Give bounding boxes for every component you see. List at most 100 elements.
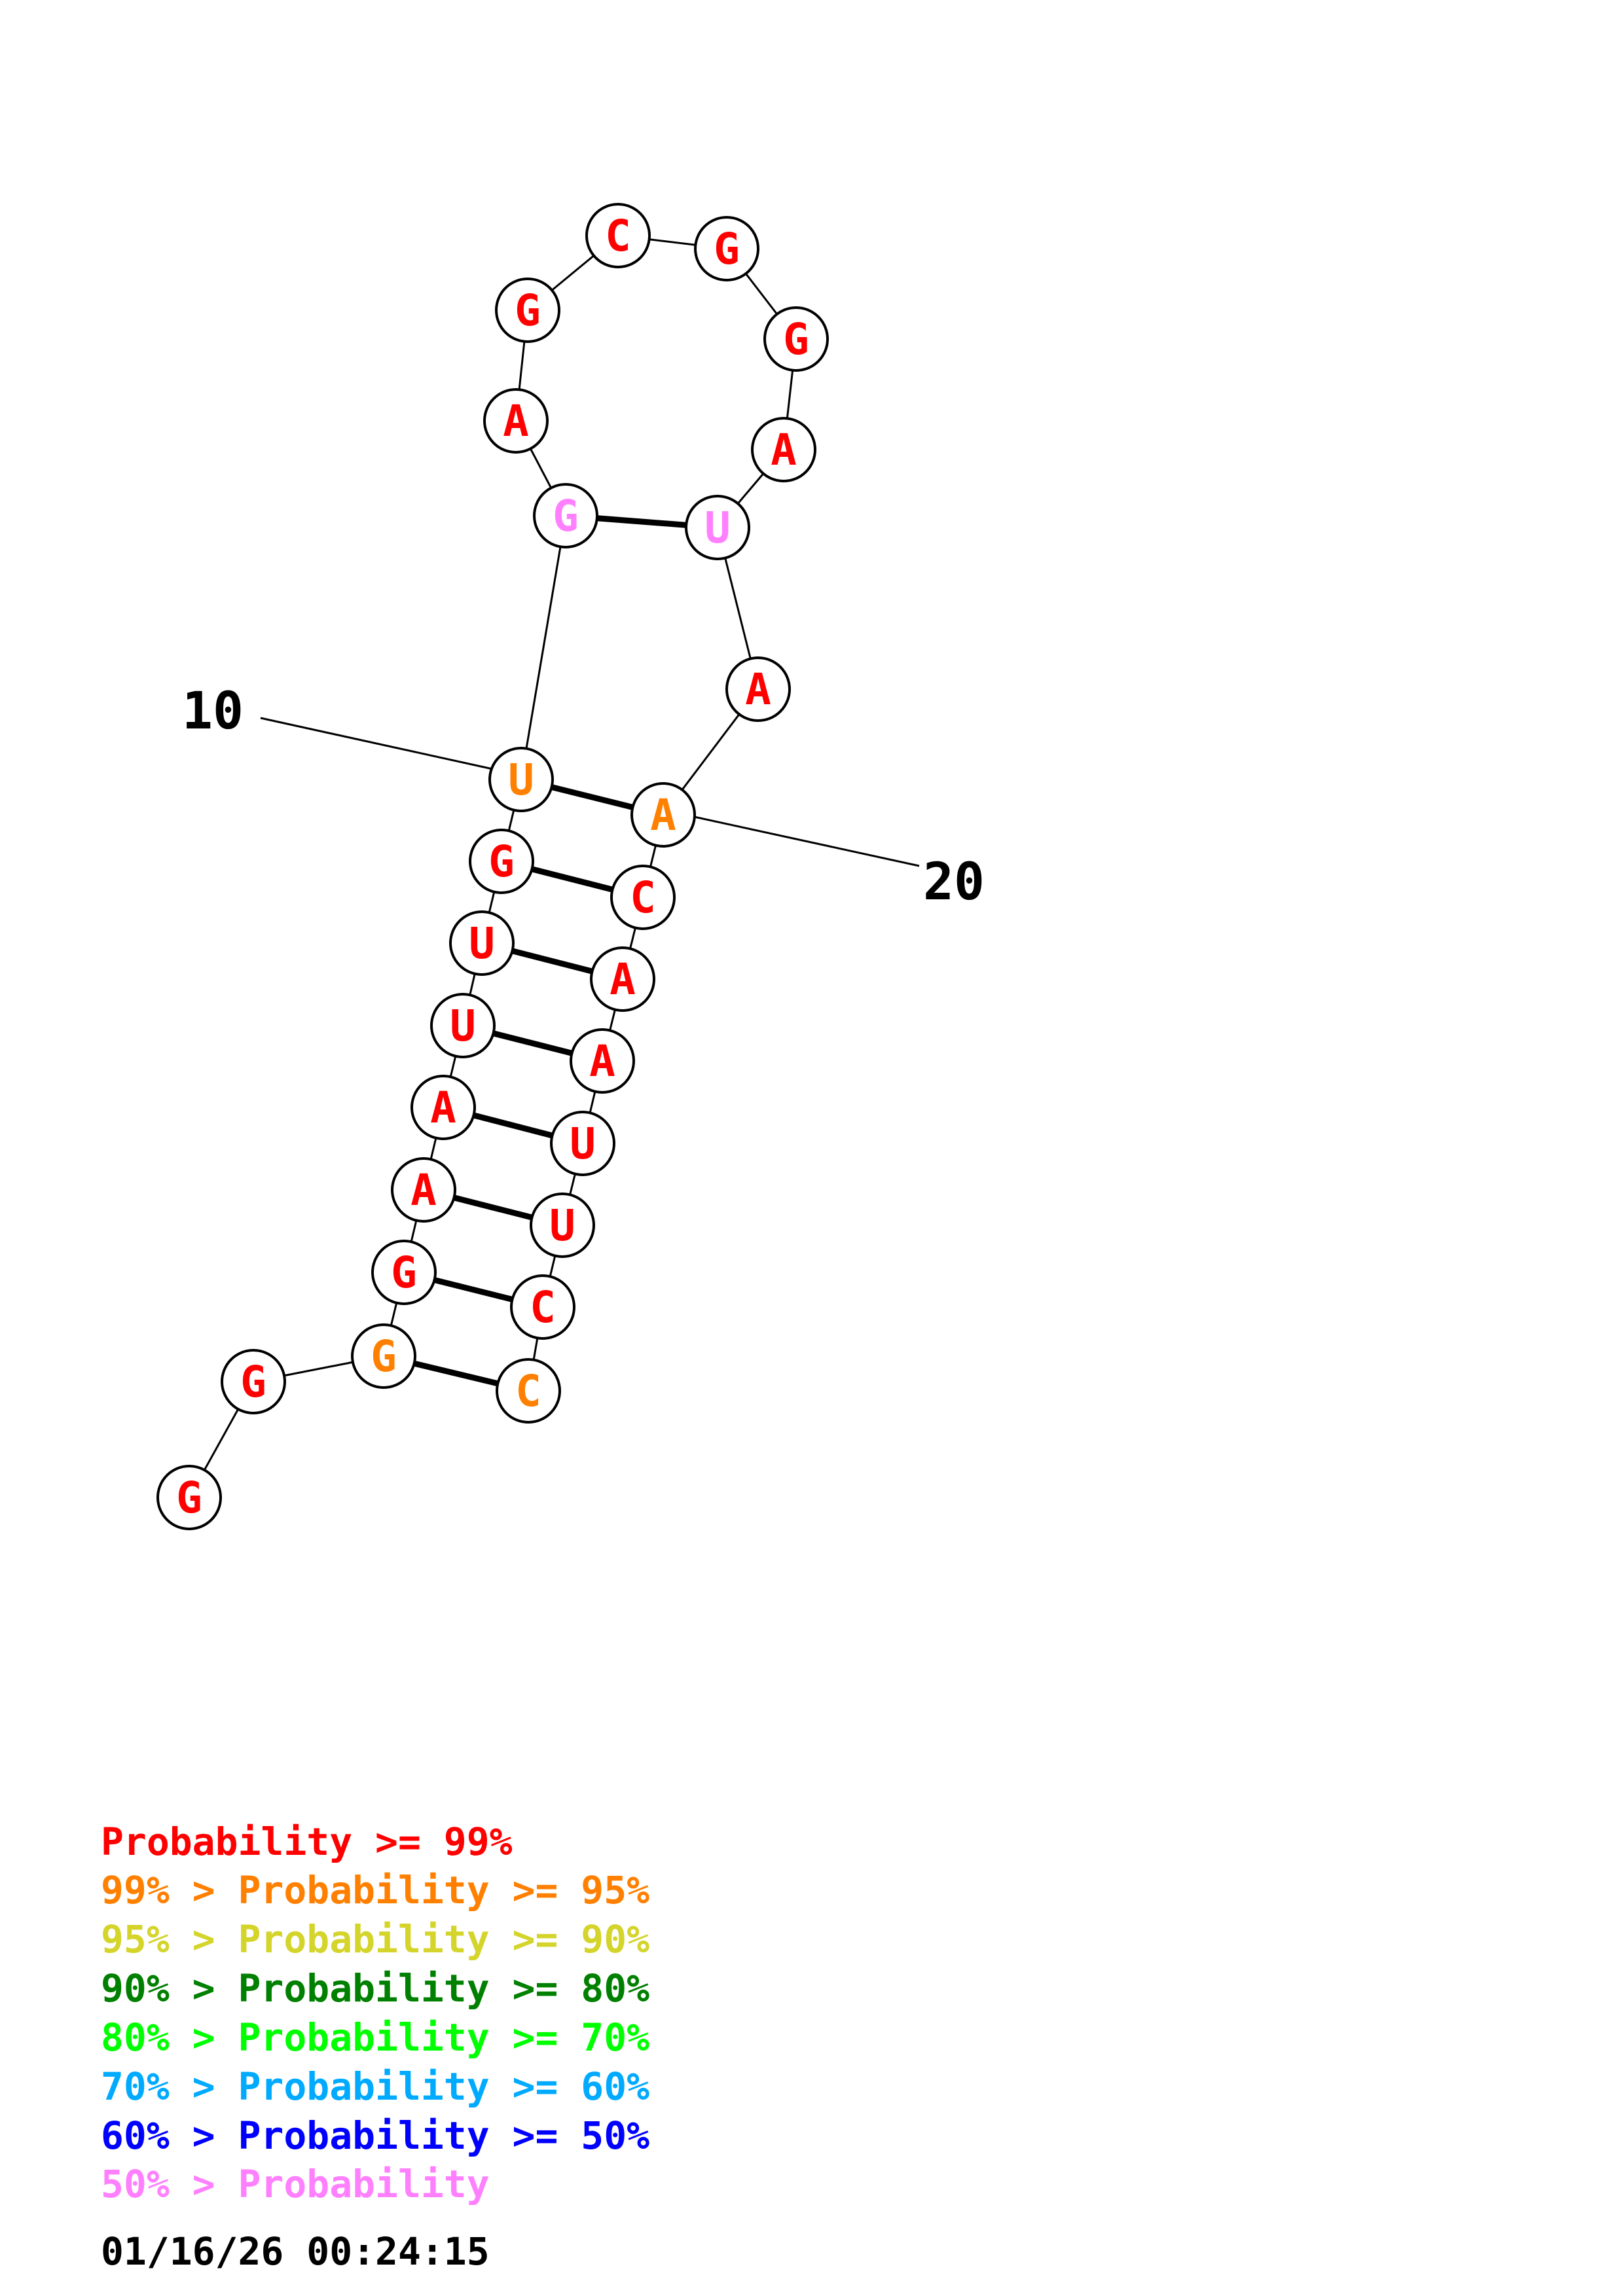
nucleotide-letter: A (589, 1036, 615, 1086)
legend-line-1: Probability >= 99% (101, 1820, 513, 1864)
nucleotide-letter: G (714, 224, 740, 274)
nucleotide-letter: A (430, 1083, 456, 1133)
position-label-10: 10 (182, 682, 244, 741)
legend-prefix: 99% > (101, 1868, 238, 1912)
legend-prefix: 60% > (101, 2113, 238, 2158)
nucleotide-3: G (351, 1323, 416, 1389)
nucleotide-circle (496, 1358, 561, 1424)
nucleotide-18: U (685, 495, 750, 560)
nucleotide-letter: C (630, 872, 656, 923)
nucleotide-letter: U (704, 503, 731, 553)
nucleotide-10: U (488, 747, 554, 812)
nucleotide-circle (570, 1028, 635, 1094)
nucleotide-8: U (449, 910, 515, 976)
nucleotide-circle (221, 1349, 286, 1414)
nucleotide-letter: A (410, 1165, 437, 1215)
nucleotide-6: A (410, 1075, 476, 1140)
legend-text: Probability >= 99% (101, 1820, 513, 1864)
nucleotide-2: G (221, 1349, 286, 1414)
nucleotide-circle (725, 656, 791, 722)
nucleotide-circle (550, 1111, 615, 1176)
nucleotide-letter: U (469, 918, 495, 969)
legend-line-2: 99% > Probability >= 95% (101, 1868, 649, 1912)
legend-prefix: 95% > (101, 1917, 238, 1962)
nucleotide-letter: G (371, 1331, 397, 1382)
nucleotide-letter: G (488, 836, 515, 887)
nucleotide-24: U (550, 1111, 615, 1176)
timestamp: 01/16/26 00:24:15 (101, 2229, 490, 2274)
nucleotide-circle (430, 993, 496, 1058)
nucleotide-circle (495, 278, 560, 343)
nucleotide-circle (763, 306, 829, 372)
legend-text: Probability >= 90% (238, 1917, 650, 1962)
nucleotide-letter: G (391, 1247, 417, 1298)
legend-prefix: 80% > (101, 2015, 238, 2060)
nucleotide-circle (483, 388, 549, 454)
legend-line-6: 70% > Probability >= 60% (101, 2064, 649, 2109)
nucleotide-letter: C (605, 211, 631, 261)
legend-line-3: 95% > Probability >= 90% (101, 1917, 649, 1962)
legend-text: Probability >= 95% (238, 1868, 650, 1912)
nucleotide-circle (488, 747, 554, 812)
nucleotide-circle (351, 1323, 416, 1389)
nucleotide-circle (371, 1240, 437, 1305)
nucleotide-letter: G (553, 491, 579, 541)
nucleotide-letter: G (515, 285, 541, 336)
nucleotide-circle (391, 1157, 456, 1223)
nucleotide-20: A (630, 782, 696, 848)
nucleotide-circle (610, 865, 676, 930)
nucleotide-letter: G (783, 314, 809, 365)
nucleotide-25: U (530, 1193, 595, 1258)
nucleotide-circle (590, 946, 655, 1012)
nucleotide-5: A (391, 1157, 456, 1223)
tick-line-20 (661, 808, 920, 867)
legend-line-5: 80% > Probability >= 70% (101, 2015, 649, 2060)
nucleotide-21: C (610, 865, 676, 930)
backbone-segment (520, 515, 567, 780)
nucleotide-circle (533, 483, 598, 548)
nucleotide-circle (694, 216, 759, 281)
nucleotide-4: G (371, 1240, 437, 1305)
nucleotide-26: C (510, 1274, 575, 1340)
legend-prefix: 90% > (101, 1966, 238, 2011)
nucleotide-circle (751, 417, 816, 482)
nucleotide-letter: U (549, 1200, 575, 1251)
nucleotide-letter: A (745, 664, 771, 715)
nucleotide-letter: A (771, 425, 797, 475)
legend-prefix: 50% > (101, 2162, 238, 2206)
legend-text: Probability >= 60% (238, 2064, 650, 2109)
nucleotide-22: A (590, 946, 655, 1012)
nucleotide-letter: U (570, 1119, 596, 1169)
nucleotide-letter: A (650, 790, 676, 840)
nucleotide-letter: C (530, 1282, 556, 1333)
probability-legend: Probability >= 99% 99% > Probability >= … (101, 1820, 649, 2274)
legend-text: Probability >= 70% (238, 2015, 650, 2060)
nucleotide-circle (585, 203, 651, 268)
nucleotide-letter: A (610, 954, 636, 1005)
nucleotide-17: A (751, 417, 816, 482)
nucleotide-14: C (585, 203, 651, 268)
nucleotide-letter: U (508, 755, 534, 805)
nucleotide-15: G (694, 216, 759, 281)
nucleotide-27: C (496, 1358, 561, 1424)
nucleotide-circle (510, 1274, 575, 1340)
nucleotide-circle (530, 1193, 595, 1258)
tick-line-10 (260, 717, 517, 776)
nucleotide-circle (410, 1075, 476, 1140)
legend-text: Probability >= 80% (238, 1966, 650, 2011)
nucleotide-12: A (483, 388, 549, 454)
legend-text: Probability (238, 2162, 490, 2206)
nucleotide-letter: G (240, 1357, 266, 1407)
nucleotide-13: G (495, 278, 560, 343)
nucleotide-circle (469, 829, 534, 894)
nucleotide-11: G (533, 483, 598, 548)
nucleotide-19: A (725, 656, 791, 722)
legend-line-4: 90% > Probability >= 80% (101, 1966, 649, 2011)
legend-prefix: 70% > (101, 2064, 238, 2109)
legend-line-7: 60% > Probability >= 50% (101, 2113, 649, 2158)
nucleotide-7: U (430, 993, 496, 1058)
nucleotide-circle (630, 782, 696, 848)
nucleotide-1: G (156, 1465, 222, 1530)
